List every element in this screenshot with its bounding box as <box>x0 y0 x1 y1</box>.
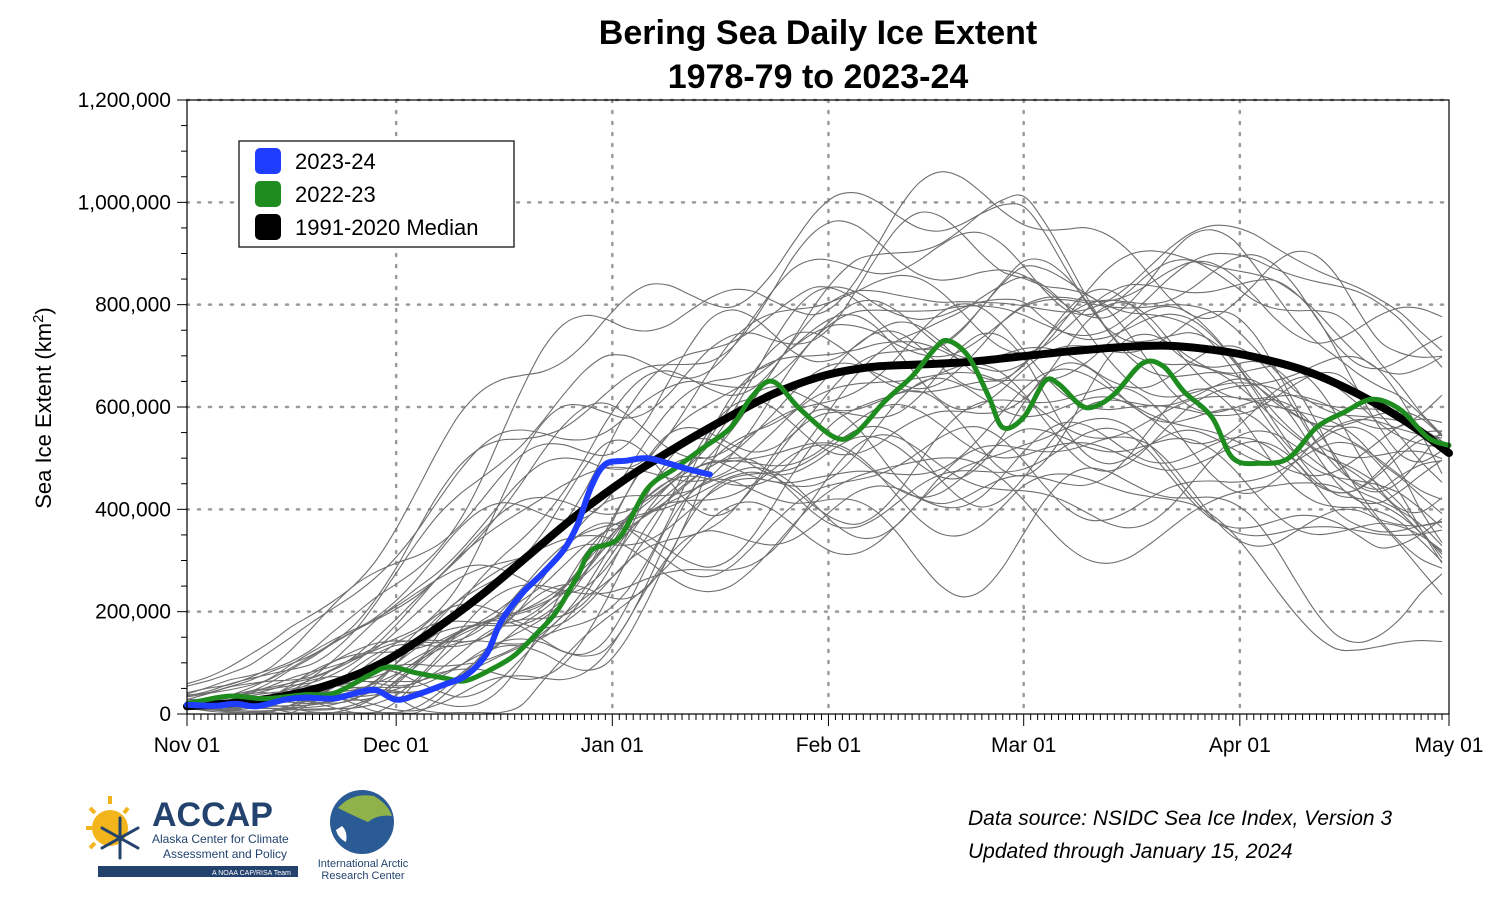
historical-year-line <box>186 171 1443 695</box>
svg-text:A NOAA CAP/RISA Team: A NOAA CAP/RISA Team <box>212 870 291 877</box>
legend: 2023-24 2022-23 1991-2020 Median <box>238 140 515 248</box>
historical-series-layer <box>186 171 1443 714</box>
historical-year-line <box>186 274 1443 703</box>
svg-text:ACCAP: ACCAP <box>152 796 273 834</box>
x-tick-label: Mar 01 <box>991 734 1056 757</box>
historical-year-line <box>186 231 1443 697</box>
y-tick-label: 400,000 <box>95 498 171 521</box>
historical-year-line <box>186 430 1443 712</box>
y-tick-label: 0 <box>159 703 171 726</box>
historical-year-line <box>186 191 1443 685</box>
legend-swatch-2022-23 <box>255 181 281 207</box>
y-tick-label: 200,000 <box>95 601 171 624</box>
axes-layer <box>177 99 1450 726</box>
historical-year-line <box>186 386 1443 709</box>
x-tick-label: Nov 01 <box>154 734 221 757</box>
data-source-line: Data source: NSIDC Sea Ice Index, Versio… <box>968 807 1393 830</box>
historical-year-line <box>186 428 1443 710</box>
historical-year-line <box>186 362 1443 710</box>
y-tick-label: 800,000 <box>95 294 171 317</box>
svg-text:Alaska Center for Climate: Alaska Center for Climate <box>152 832 289 846</box>
y-tick-label: 1,000,000 <box>78 191 171 214</box>
legend-label-2023-24: 2023-24 <box>295 149 376 174</box>
historical-year-line <box>186 250 1443 713</box>
x-tick-label: Feb 01 <box>796 734 861 757</box>
historical-year-line <box>186 288 1443 694</box>
svg-text:Assessment and Policy: Assessment and Policy <box>163 847 287 861</box>
historical-year-line <box>186 260 1443 708</box>
historical-year-line <box>186 224 1443 710</box>
historical-year-line <box>186 421 1443 712</box>
globe-icon <box>330 790 394 854</box>
historical-year-line <box>186 388 1443 711</box>
iarc-logo: International Arctic Research Center <box>318 790 409 882</box>
y-tick-label: 600,000 <box>95 396 171 419</box>
historical-year-line <box>186 276 1443 714</box>
historical-year-line <box>186 426 1443 714</box>
historical-year-line <box>186 403 1443 698</box>
historical-year-line <box>186 303 1443 701</box>
historical-year-line <box>186 220 1443 696</box>
legend-swatch-2023-24 <box>255 148 281 174</box>
historical-year-line <box>186 265 1443 705</box>
chart-title-line2: 1978-79 to 2023-24 <box>668 58 969 96</box>
historical-year-line <box>186 375 1443 709</box>
x-tick-label: Dec 01 <box>363 734 430 757</box>
historical-year-line <box>186 302 1443 708</box>
historical-year-line <box>186 442 1443 701</box>
series-line-2023-24 <box>184 455 713 710</box>
x-tick-label: May 01 <box>1415 734 1484 757</box>
legend-box <box>238 140 515 248</box>
x-tick-label: Jan 01 <box>581 734 644 757</box>
y-axis-title: Sea Ice Extent (km2) <box>30 307 56 509</box>
historical-year-line <box>186 258 1443 714</box>
historical-year-line <box>186 310 1443 701</box>
legend-label-median: 1991-2020 Median <box>295 215 478 240</box>
historical-year-line <box>186 254 1443 714</box>
historical-year-line <box>186 252 1443 711</box>
updated-line: Updated through January 15, 2024 <box>968 840 1293 863</box>
accap-logo: ACCAP Alaska Center for Climate Assessme… <box>86 796 298 877</box>
historical-year-line <box>186 194 1443 705</box>
legend-label-2022-23: 2022-23 <box>295 182 376 207</box>
data-source-note: Data source: NSIDC Sea Ice Index, Versio… <box>968 802 1392 868</box>
sun-snowflake-icon <box>86 796 140 860</box>
chart-title-line1: Bering Sea Daily Ice Extent <box>599 14 1037 52</box>
svg-text:International Arctic: International Arctic <box>318 858 409 870</box>
x-tick-label: Apr 01 <box>1209 734 1271 757</box>
svg-text:Research Center: Research Center <box>321 870 404 882</box>
y-tick-label: 1,200,000 <box>78 89 171 112</box>
historical-year-line <box>186 427 1443 706</box>
historical-year-line <box>186 286 1443 707</box>
tick-labels: Nov 01 Dec 01 Jan 01 Feb 01 Mar 01 Apr 01 May … <box>78 89 1484 757</box>
legend-swatch-median <box>255 214 281 240</box>
historical-year-line <box>186 333 1443 714</box>
highlighted-series-layer <box>183 337 1453 711</box>
series-line-1991-2020-median <box>183 341 1453 711</box>
